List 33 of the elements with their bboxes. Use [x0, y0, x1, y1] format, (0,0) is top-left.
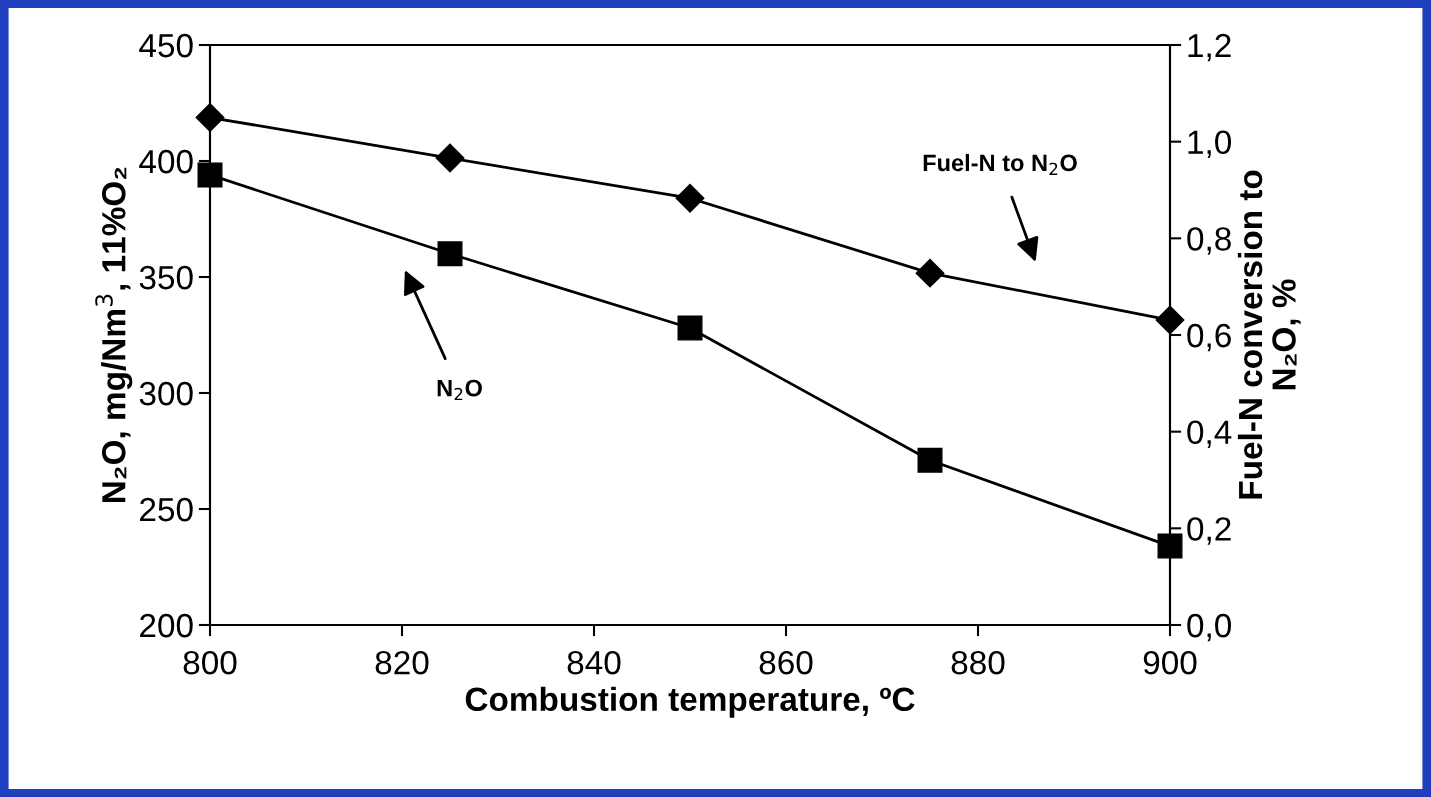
point	[197, 162, 223, 188]
y2-tick-label: 0,6	[1187, 323, 1231, 352]
y-tick-label: 300	[139, 381, 193, 406]
point	[677, 315, 703, 341]
y-axis-title: N₂O, mg/Nm$^{3}$, 11%O₂	[95, 167, 133, 503]
annotation: N$_{2}$O	[437, 379, 482, 401]
y-tick-label: 400	[139, 149, 193, 174]
y2-tick-label: 1,0	[1188, 130, 1232, 159]
y2-tick-label: 0,8	[1187, 227, 1231, 255]
y-tick-label: 350	[139, 265, 193, 290]
annotation: Fuel-N to N$_{2}$O	[923, 153, 1077, 175]
point	[195, 103, 225, 132]
x-tick-label: 900	[1143, 650, 1197, 675]
point	[437, 241, 463, 267]
point	[675, 183, 705, 213]
x-tick-label: 880	[951, 650, 1005, 675]
point	[915, 258, 945, 288]
y-tick-label: 250	[140, 497, 193, 522]
x-tick-label: 820	[375, 650, 429, 675]
x-tick-label: 840	[567, 650, 621, 675]
point	[435, 143, 465, 173]
y2-tick-label: 0,0	[1187, 613, 1232, 642]
y2-tick-label: 1,2	[1188, 33, 1231, 62]
x-axis-title: Combustion temperature, ºC	[465, 686, 915, 718]
y2-tick-label: 0,2	[1187, 517, 1231, 545]
x-tick-label: 860	[759, 650, 813, 675]
point	[917, 447, 943, 473]
point	[1157, 533, 1183, 559]
y2-tick-label: 0,4	[1187, 420, 1232, 449]
y-tick-label: 200	[140, 613, 193, 638]
y-tick-label: 450	[139, 33, 193, 58]
x-tick-label: 800	[183, 650, 237, 675]
y2-axis-title: Fuel-N conversion to N₂O, %	[1237, 170, 1301, 499]
